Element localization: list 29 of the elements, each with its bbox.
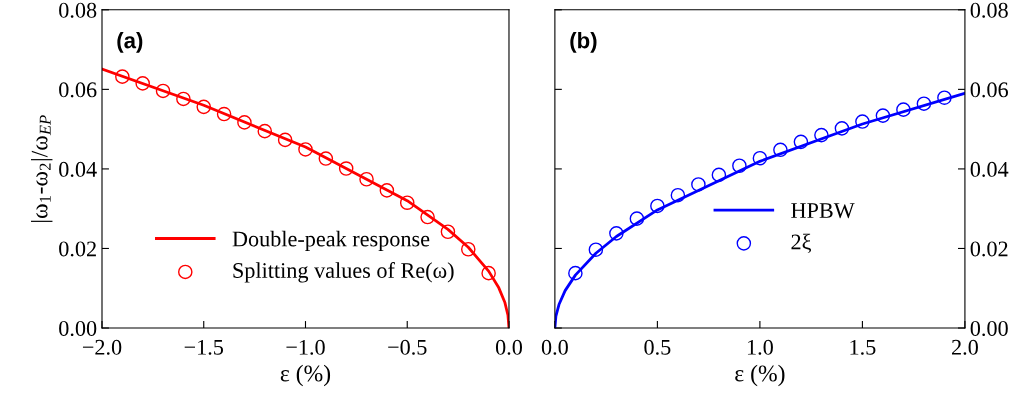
- legend-label: 2ξ: [791, 233, 812, 254]
- y-tick-label: 0.00: [970, 320, 1008, 337]
- y-tick-label: 0.04: [59, 161, 97, 177]
- x-axis-title: ε (%): [280, 364, 331, 387]
- y-tick-label: 0.06: [59, 82, 97, 98]
- y-tick-label: 0.08: [970, 2, 1008, 18]
- x-tick-label: 0.5: [644, 339, 671, 355]
- x-tick-label: 0.0: [541, 339, 568, 355]
- x-tick-label: 2.0: [952, 339, 978, 355]
- y-axis-title: |ω$_{1}$-ω$_{2}$|/ω$_{EP}$: [30, 115, 53, 222]
- x-tick-label: 0.0: [495, 339, 523, 355]
- y-tick-label: 0.02: [59, 241, 96, 257]
- legend-label: Double-peak response: [232, 230, 430, 252]
- x-tick-label: −2.0: [82, 339, 122, 355]
- x-tick-label: −1.0: [286, 339, 325, 355]
- x-tick-label: 1.5: [850, 339, 876, 355]
- y-tick-label: 0.00: [59, 320, 97, 337]
- annotation: (b): [570, 32, 597, 53]
- annotation: (a): [117, 32, 143, 53]
- x-axis-title: ε (%): [735, 364, 785, 387]
- legend-label: HPBW: [791, 203, 855, 219]
- y-tick-label: 0.02: [970, 241, 1008, 257]
- y-tick-label: 0.06: [970, 82, 1009, 98]
- legend-label: Splitting values of Re(ω): [233, 262, 454, 283]
- x-tick-label: −1.5: [184, 339, 224, 355]
- y-tick-label: 0.04: [970, 161, 1009, 177]
- y-tick-label: 0.08: [59, 2, 97, 18]
- x-tick-label: −0.5: [388, 339, 427, 355]
- x-tick-label: 1.0: [747, 339, 773, 355]
